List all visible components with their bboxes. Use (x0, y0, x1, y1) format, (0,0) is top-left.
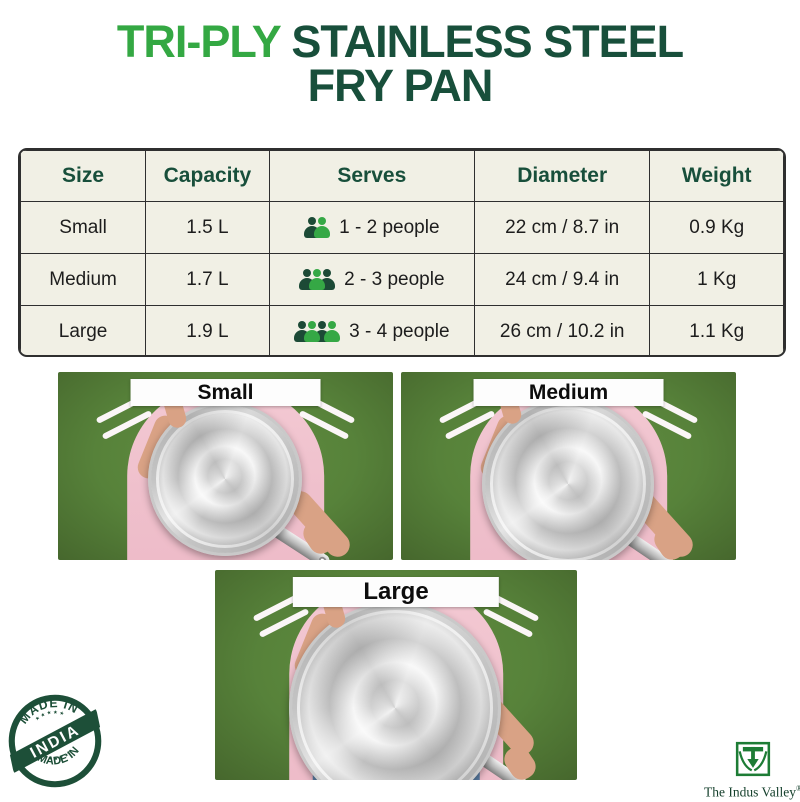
size-cell: Medium (20, 253, 147, 306)
size-cell: Small (20, 201, 147, 254)
person-icon (324, 321, 341, 342)
brand-name: The Indus Valley® (698, 784, 800, 801)
photo-medium-pan: Medium (401, 372, 736, 560)
capacity-cell: 1.7 L (145, 253, 270, 306)
weight-cell: 1 Kg (649, 253, 784, 306)
spec-table: Size Capacity Serves Diameter Weight Sma… (18, 148, 786, 357)
photo-large-pan: Large (215, 570, 577, 780)
diameter-cell: 24 cm / 9.4 in (473, 253, 651, 306)
table-row: Medium 1.7 L 2 - 3 people 24 cm / 9.4 in… (20, 253, 784, 306)
photo-size-label: Medium (473, 379, 664, 406)
photo-small-pan: Small (58, 372, 393, 560)
col-header-capacity: Capacity (145, 150, 270, 202)
people-icons (304, 217, 331, 238)
page-title: TRI-PLY STAINLESS STEEL FRY PAN (0, 19, 800, 111)
title-line-1: TRI-PLY STAINLESS STEEL (0, 19, 800, 64)
diameter-cell: 22 cm / 8.7 in (473, 201, 651, 254)
title-rest: STAINLESS STEEL (279, 16, 684, 67)
made-in-india-stamp: MADE IN ★ ★ ★ ★ ★ ★ ★ ★ ★ MADE IN INDIA (0, 685, 111, 796)
serves-label: 3 - 4 people (349, 320, 450, 342)
col-header-serves: Serves (268, 150, 475, 202)
brand-logo: The Indus Valley® (698, 740, 800, 801)
size-cell: Large (20, 305, 147, 355)
capacity-cell: 1.9 L (145, 305, 270, 355)
title-highlight: TRI-PLY (116, 16, 281, 67)
serves-cell: 3 - 4 people (268, 305, 475, 355)
brand-name-text: The Indus Valley (703, 784, 796, 800)
col-header-size: Size (20, 150, 147, 202)
person-icon (309, 269, 326, 290)
capacity-cell: 1.5 L (145, 201, 270, 254)
person-icon (304, 321, 321, 342)
people-icons (299, 269, 336, 290)
fry-pan (481, 398, 654, 560)
weight-cell: 1.1 Kg (649, 305, 784, 355)
diameter-cell: 26 cm / 10.2 in (473, 305, 651, 355)
indus-valley-emblem-icon (735, 741, 771, 777)
stamp-graphic: MADE IN ★ ★ ★ ★ ★ ★ ★ ★ ★ MADE IN INDIA (5, 690, 105, 788)
table-row: Large 1.9 L 3 - 4 people 26 cm / 10.2 in… (20, 305, 784, 355)
serves-label: 1 - 2 people (339, 216, 440, 238)
serves-cell: 1 - 2 people (268, 201, 475, 254)
registered-mark: ® (795, 784, 800, 793)
photo-size-label: Large (292, 577, 500, 607)
person-icon (314, 217, 331, 238)
serves-cell: 2 - 3 people (268, 253, 475, 306)
photo-size-label: Small (130, 379, 321, 406)
title-line-2: FRY PAN (307, 60, 494, 111)
serves-label: 2 - 3 people (344, 268, 445, 290)
fry-pan (289, 602, 501, 780)
table-header-row: Size Capacity Serves Diameter Weight (20, 150, 784, 202)
table-row: Small 1.5 L 1 - 2 people 22 cm / 8.7 in … (20, 201, 784, 254)
col-header-diameter: Diameter (473, 150, 651, 202)
people-icons (294, 321, 341, 342)
fry-pan (147, 402, 302, 556)
weight-cell: 0.9 Kg (649, 201, 784, 254)
col-header-weight: Weight (649, 150, 784, 202)
